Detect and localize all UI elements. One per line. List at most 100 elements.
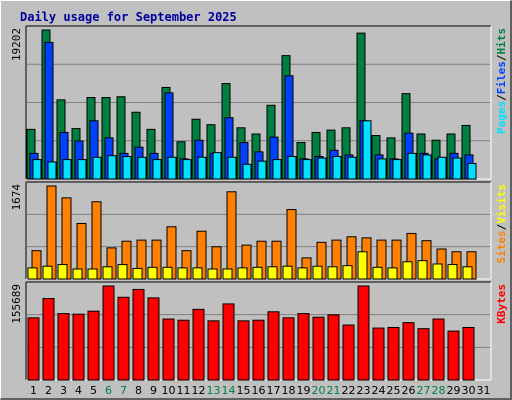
- legend-entry: Pages: [495, 101, 508, 134]
- legend-entry: KBytes: [495, 284, 508, 324]
- bar-kbytes-day-6: [102, 285, 115, 381]
- bar-pages-day-19: [302, 159, 312, 180]
- bar-pages-day-20: [317, 157, 327, 180]
- bar-visits-day-22: [342, 265, 353, 280]
- bar-kbytes-day-5: [87, 310, 100, 381]
- x-tick-label-13: 13: [207, 384, 221, 397]
- bar-visits-day-17: [267, 266, 278, 280]
- bar-kbytes-day-26: [402, 322, 415, 381]
- x-tick-label-30: 30: [462, 384, 476, 397]
- bar-pages-day-6: [107, 155, 117, 180]
- bar-visits-day-21: [327, 266, 338, 280]
- bar-pages-day-7: [122, 155, 132, 180]
- x-tick-label-16: 16: [252, 384, 266, 397]
- x-tick-label-17: 17: [267, 384, 281, 397]
- legend-entry: /: [495, 54, 508, 61]
- y-max-label-hits-files-pages: 19202: [10, 28, 23, 61]
- bar-kbytes-day-1: [27, 317, 40, 381]
- x-tick-label-4: 4: [75, 384, 82, 397]
- bar-kbytes-day-30: [462, 326, 475, 381]
- bar-visits-day-12: [192, 267, 203, 280]
- x-tick-label-15: 15: [237, 384, 251, 397]
- bar-visits-day-23: [357, 251, 368, 280]
- bar-kbytes-day-27: [417, 328, 430, 381]
- bar-pages-day-5: [92, 156, 102, 180]
- bar-visits-day-2: [42, 265, 53, 280]
- bar-pages-day-1: [32, 159, 42, 180]
- bar-pages-day-23: [362, 120, 372, 180]
- bar-kbytes-day-7: [117, 296, 130, 381]
- chart-title: Daily usage for September 2025: [20, 10, 237, 24]
- y-max-label-sites-visits: 1674: [10, 184, 23, 211]
- bar-pages-day-27: [422, 154, 432, 180]
- legend-entry: /: [495, 94, 508, 101]
- bar-visits-day-7: [117, 264, 128, 280]
- x-tick-label-20: 20: [312, 384, 326, 397]
- legend-entry: Files: [495, 61, 508, 94]
- bar-pages-day-21: [332, 155, 342, 180]
- legend-entry: /: [495, 223, 508, 230]
- x-tick-label-21: 21: [327, 384, 341, 397]
- bar-kbytes-day-13: [207, 320, 220, 381]
- bar-visits-day-20: [312, 265, 323, 280]
- bar-pages-day-3: [62, 159, 72, 180]
- x-tick-label-31: 31: [477, 384, 491, 397]
- x-tick-label-14: 14: [222, 384, 236, 397]
- bar-pages-day-2: [47, 161, 57, 180]
- bar-visits-day-4: [72, 268, 83, 280]
- bar-pages-day-9: [152, 159, 162, 180]
- x-tick-label-29: 29: [447, 384, 461, 397]
- bar-pages-day-18: [287, 155, 297, 180]
- bar-visits-day-16: [252, 266, 263, 280]
- bar-kbytes-day-20: [312, 316, 325, 381]
- x-tick-label-18: 18: [282, 384, 296, 397]
- bar-visits-day-8: [132, 267, 143, 280]
- bar-pages-day-8: [137, 156, 147, 180]
- bar-visits-day-10: [162, 266, 173, 280]
- bar-kbytes-day-9: [147, 297, 160, 381]
- bar-kbytes-day-18: [282, 317, 295, 381]
- bar-kbytes-day-10: [162, 318, 175, 381]
- bar-kbytes-day-12: [192, 308, 205, 381]
- bar-sites-day-2: [46, 185, 57, 280]
- bar-visits-day-14: [222, 268, 233, 280]
- bar-kbytes-day-15: [237, 320, 250, 381]
- bar-pages-day-30: [467, 162, 477, 180]
- bar-pages-day-28: [437, 156, 447, 180]
- bar-visits-day-3: [57, 264, 68, 280]
- bar-kbytes-day-25: [387, 326, 400, 381]
- bar-pages-day-13: [212, 152, 222, 180]
- bar-pages-day-14: [227, 156, 237, 180]
- legend-kbytes: KBytes: [495, 284, 508, 324]
- bar-kbytes-day-22: [342, 324, 355, 381]
- legend-sites-visits: Sites/Visits: [495, 184, 508, 264]
- bar-pages-day-22: [347, 156, 357, 180]
- bar-pages-day-24: [377, 158, 387, 180]
- x-tick-label-6: 6: [105, 384, 112, 397]
- x-tick-label-28: 28: [432, 384, 446, 397]
- bar-kbytes-day-3: [57, 313, 70, 381]
- x-tick-label-8: 8: [135, 384, 142, 397]
- bar-pages-day-12: [197, 156, 207, 180]
- bar-files-day-2: [44, 41, 54, 180]
- y-max-label-kbytes: 155689: [10, 284, 23, 324]
- x-tick-label-25: 25: [387, 384, 401, 397]
- bar-pages-day-11: [182, 159, 192, 180]
- bar-visits-day-25: [387, 267, 398, 280]
- bar-kbytes-day-8: [132, 288, 145, 381]
- bar-visits-day-1: [27, 267, 38, 280]
- x-tick-label-9: 9: [150, 384, 157, 397]
- bar-pages-day-25: [392, 159, 402, 180]
- x-tick-label-5: 5: [90, 384, 97, 397]
- bar-visits-day-19: [297, 267, 308, 280]
- bar-kbytes-day-19: [297, 313, 310, 381]
- bar-visits-day-30: [462, 266, 473, 280]
- bar-visits-day-28: [432, 263, 443, 280]
- x-tick-label-23: 23: [357, 384, 371, 397]
- bar-pages-day-16: [257, 160, 267, 180]
- bar-visits-day-11: [177, 267, 188, 280]
- x-tick-label-11: 11: [177, 384, 191, 397]
- bar-kbytes-day-11: [177, 319, 190, 381]
- bar-sites-day-5: [91, 201, 102, 280]
